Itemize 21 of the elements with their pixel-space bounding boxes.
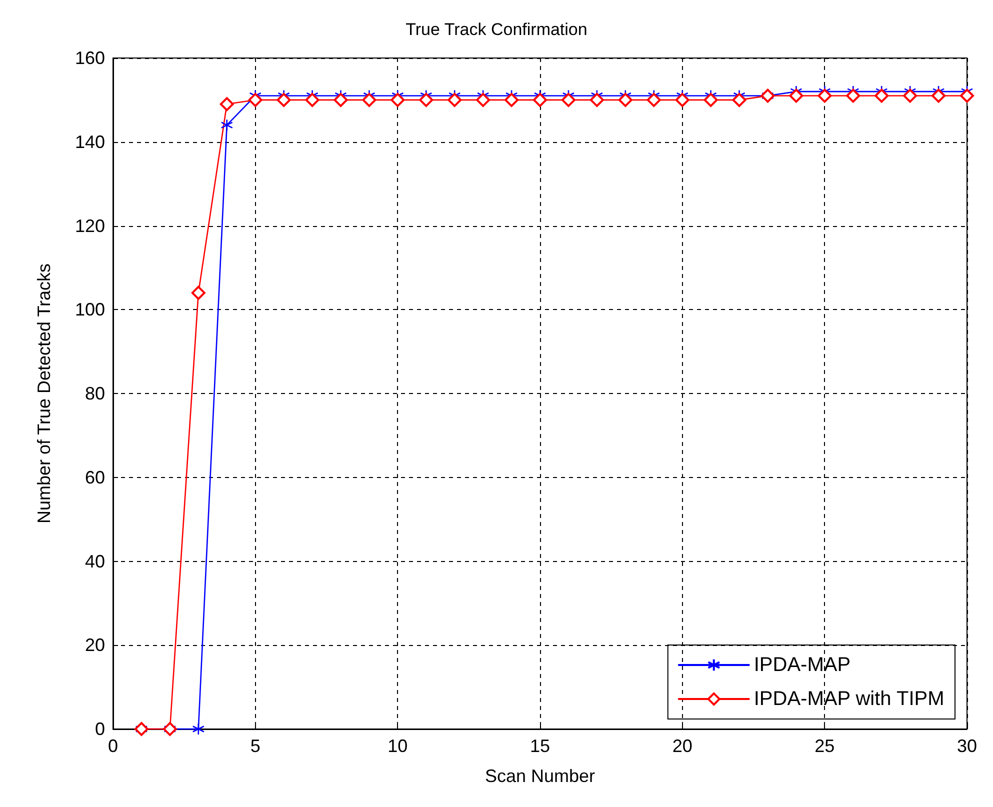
x-tick-label: 15 bbox=[530, 736, 550, 756]
x-tick-label: 10 bbox=[388, 736, 408, 756]
x-axis-title: Scan Number bbox=[484, 766, 596, 786]
y-tick-label: 20 bbox=[84, 635, 105, 656]
y-tick-label: 40 bbox=[84, 551, 105, 572]
y-tick-label: 100 bbox=[74, 300, 105, 320]
y-tick-label: 140 bbox=[74, 132, 105, 152]
x-tick-label: 20 bbox=[672, 736, 692, 756]
legend-label: IPDA-MAP with TIPM bbox=[754, 688, 944, 710]
y-tick-label: 160 bbox=[74, 48, 105, 68]
y-tick-label: 0 bbox=[94, 719, 105, 739]
x-tick-label: 25 bbox=[814, 736, 835, 756]
chart-title: True Track Confirmation bbox=[406, 20, 588, 39]
y-tick-label: 120 bbox=[74, 216, 105, 236]
y-axis-title: Number of True Detected Tracks bbox=[34, 263, 54, 524]
x-tick-label: 30 bbox=[956, 736, 978, 756]
y-tick-label: 60 bbox=[84, 467, 105, 488]
legend-label: IPDA-MAP bbox=[754, 654, 851, 676]
x-tick-label: 0 bbox=[108, 736, 118, 756]
x-tick-label: 5 bbox=[250, 736, 260, 756]
y-tick-label: 80 bbox=[84, 384, 105, 404]
